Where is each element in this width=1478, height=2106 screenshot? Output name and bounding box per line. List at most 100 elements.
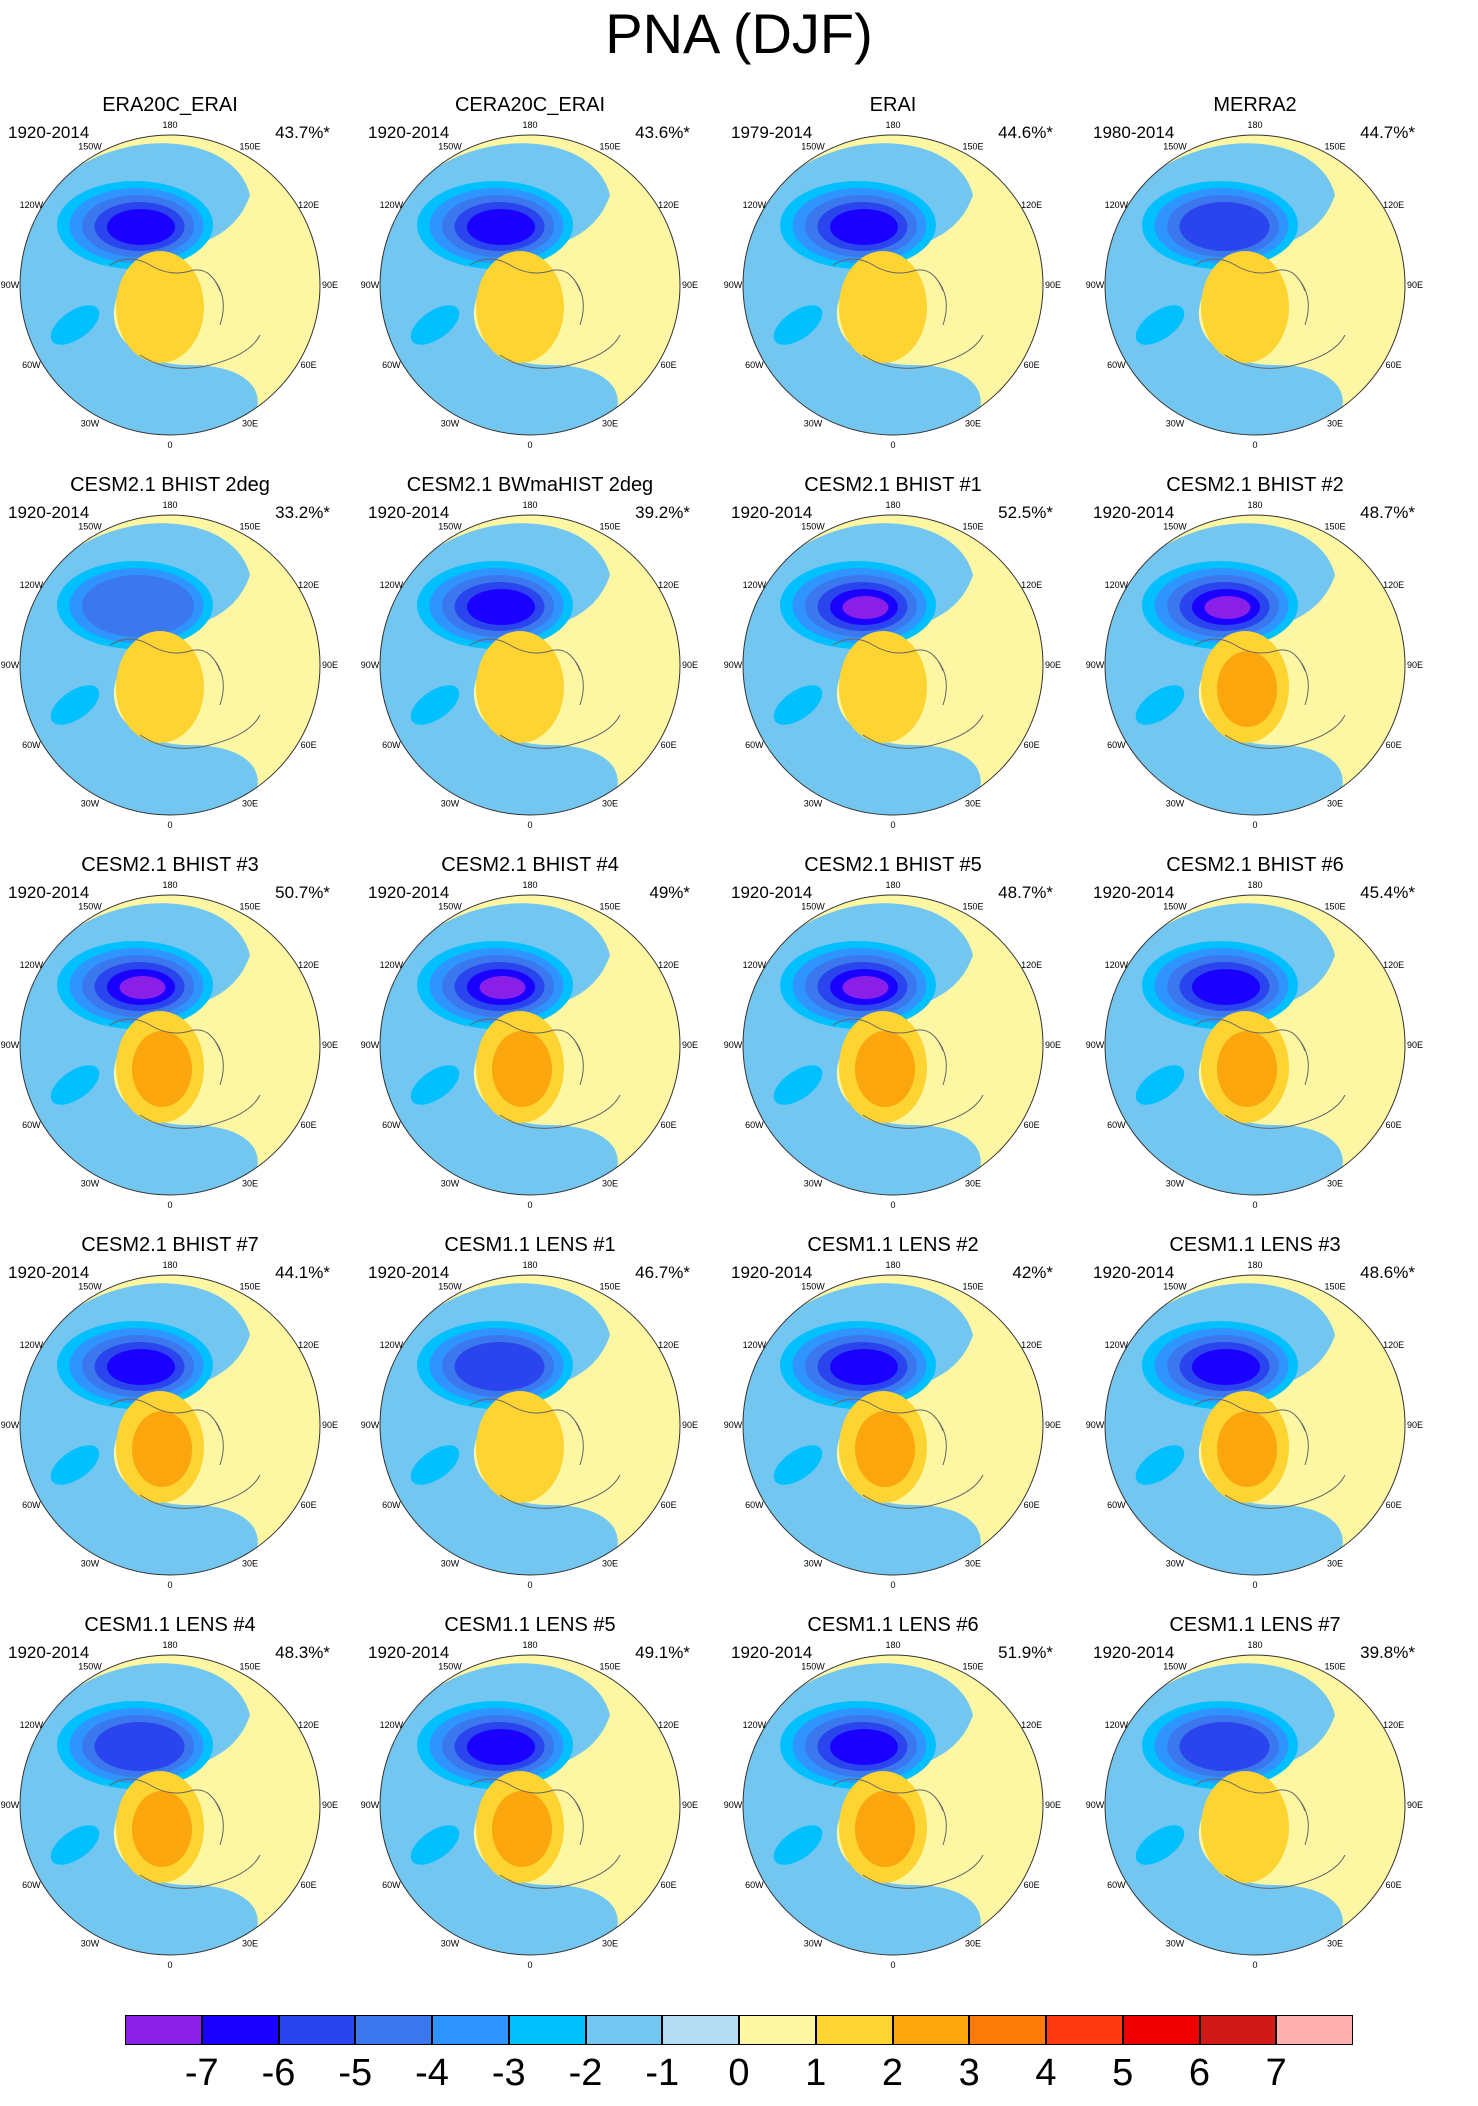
longitude-label: 60E: [1386, 360, 1402, 370]
longitude-label: 120W: [380, 960, 404, 970]
map-outline: [742, 1274, 1044, 1576]
longitude-label: 60E: [301, 1120, 317, 1130]
longitude-label: 150W: [1163, 141, 1187, 151]
longitude-label: 90E: [1045, 1420, 1061, 1430]
longitude-label: 150E: [1324, 901, 1345, 911]
coastline: [832, 1778, 984, 1889]
colorbar-tick-label: 4: [1035, 2052, 1057, 2094]
longitude-label: 180: [1247, 880, 1262, 890]
negative-region-atlantic: [410, 685, 460, 725]
longitude-label: 120W: [743, 960, 767, 970]
longitude-label: 60E: [661, 1500, 677, 1510]
longitude-label: 30E: [242, 799, 258, 809]
panel-title: CESM2.1 BHIST #1: [804, 474, 982, 496]
coastline: [469, 1018, 621, 1129]
coastline: [1194, 1398, 1346, 1509]
longitude-label: 0: [167, 440, 172, 450]
polar-map: 180 150E 120E 90E 60E 30E 0 30W 60W 90W 120W 150W: [724, 880, 1061, 1210]
longitude-label: 120W: [20, 1720, 44, 1730]
longitude-label: 120W: [380, 1720, 404, 1730]
longitude-label: 150E: [599, 141, 620, 151]
longitude-label: 90E: [1407, 1800, 1423, 1810]
longitude-label: 150E: [599, 521, 620, 531]
colorbar-tick-label: -2: [568, 2052, 603, 2094]
longitude-label: 0: [527, 1580, 532, 1590]
longitude-label: 60W: [1107, 1120, 1126, 1130]
panel-period: 1920-2014: [368, 1263, 450, 1282]
map-outline: [19, 514, 321, 816]
negative-region-atlantic: [50, 1825, 100, 1865]
longitude-label: 180: [885, 880, 900, 890]
longitude-label: 60E: [1386, 740, 1402, 750]
longitude-label: 90W: [724, 1420, 743, 1430]
longitude-label: 150E: [962, 901, 983, 911]
longitude-label: 180: [885, 1640, 900, 1650]
longitude-label: 180: [522, 500, 537, 510]
negative-contour-level: [830, 1729, 898, 1765]
longitude-label: 0: [890, 440, 895, 450]
longitude-label: 180: [522, 880, 537, 890]
longitude-label: 30W: [1166, 1939, 1185, 1949]
panel-title: ERAI: [869, 94, 917, 116]
colorbar-swatch: [1276, 2015, 1353, 2045]
longitude-label: 90W: [1, 280, 20, 290]
negative-region-atlantic: [1135, 1825, 1185, 1865]
longitude-label: 30W: [441, 799, 460, 809]
panel-map-10: 180 150E 120E 90E 60E 30E 0 30W 60W 90W 120W 150W CE…: [360, 853, 700, 1233]
longitude-label: 90E: [1045, 1040, 1061, 1050]
panel-map-4: 180 150E 120E 90E 60E 30E 0 30W 60W 90W 120W 150W ME…: [1085, 93, 1425, 473]
longitude-label: 30W: [1166, 1559, 1185, 1569]
longitude-label: 180: [885, 120, 900, 130]
longitude-label: 60W: [1107, 740, 1126, 750]
longitude-label: 90E: [322, 1800, 338, 1810]
panel-variance: 39.2%*: [635, 503, 690, 522]
colorbar-tick-label: -7: [184, 2052, 219, 2094]
longitude-label: 60W: [745, 1880, 764, 1890]
coastline: [109, 1018, 261, 1129]
longitude-label: 60W: [22, 1500, 41, 1510]
colorbar-swatch: [662, 2015, 739, 2045]
colorbar-swatch: [1122, 2015, 1200, 2045]
colorbar-swatch: [125, 2015, 202, 2045]
panel-map-9: 180 150E 120E 90E 60E 30E 0 30W 60W 90W 120W 150W CE…: [0, 853, 340, 1233]
colorbar-tick-label: -6: [261, 2052, 296, 2094]
negative-region-atlantic: [773, 305, 823, 345]
longitude-label: 150E: [599, 1661, 620, 1671]
longitude-label: 30W: [81, 1179, 100, 1189]
colorbar-tick-label: 6: [1188, 2052, 1211, 2094]
longitude-label: 30E: [1327, 1179, 1343, 1189]
panel-title: CESM1.1 LENS #1: [444, 1234, 616, 1256]
panel-variance: 48.7%*: [998, 883, 1053, 902]
panel-grid: 180 150E 120E 90E 60E 30E 0 30W 60W 90W 120W 150W ER…: [0, 93, 1425, 1970]
positive-contour-level: [1201, 251, 1289, 363]
longitude-label: 60E: [661, 360, 677, 370]
longitude-label: 90W: [724, 1040, 743, 1050]
longitude-label: 120E: [1383, 580, 1404, 590]
longitude-label: 120E: [658, 580, 679, 590]
map-outline: [742, 514, 1044, 816]
longitude-label: 30E: [965, 1179, 981, 1189]
longitude-label: 0: [890, 1960, 895, 1970]
panel-variance: 44.7%*: [1360, 123, 1415, 142]
longitude-label: 150W: [78, 1661, 102, 1671]
longitude-label: 90E: [682, 1800, 698, 1810]
panel-map-12: 180 150E 120E 90E 60E 30E 0 30W 60W 90W 120W 150W CE…: [1085, 853, 1425, 1233]
map-outline: [379, 514, 681, 816]
panel-title: CESM2.1 BWmaHIST 2deg: [406, 474, 654, 496]
longitude-label: 90W: [361, 1040, 380, 1050]
longitude-label: 180: [162, 500, 177, 510]
longitude-label: 0: [890, 1580, 895, 1590]
longitude-label: 150E: [1324, 1281, 1345, 1291]
longitude-label: 180: [162, 1640, 177, 1650]
panel-title: ERA20C_ERAI: [102, 94, 238, 116]
longitude-label: 180: [522, 120, 537, 130]
longitude-label: 120E: [1021, 200, 1042, 210]
longitude-label: 150E: [962, 1281, 983, 1291]
longitude-label: 90W: [1086, 1420, 1105, 1430]
panel-map-1: 180 150E 120E 90E 60E 30E 0 30W 60W 90W 120W 150W ER…: [0, 93, 340, 473]
longitude-label: 30E: [242, 1939, 258, 1949]
map-outline: [19, 1654, 321, 1956]
panel-title: CESM1.1 LENS #2: [807, 1234, 979, 1256]
longitude-label: 90W: [361, 1420, 380, 1430]
negative-region-atlantic: [773, 685, 823, 725]
